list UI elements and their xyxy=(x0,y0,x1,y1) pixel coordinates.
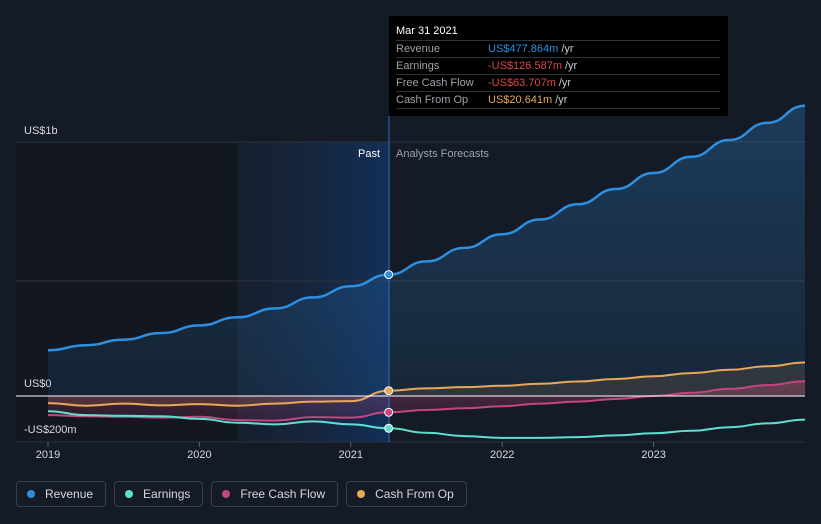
legend-dot-cash-from-op xyxy=(357,490,366,498)
tooltip-fcf-label: Free Cash Flow xyxy=(396,77,474,89)
legend-item-revenue[interactable]: Revenue xyxy=(16,481,107,507)
legend-dot-revenue xyxy=(27,490,35,498)
tooltip-row-earnings: Earnings -US$126.587m /yr xyxy=(396,57,720,74)
markers-layer xyxy=(384,270,394,433)
tooltip-fcf-value: -US$63.707m xyxy=(488,77,556,89)
tooltip-revenue-unit: /yr xyxy=(561,43,574,55)
legend-label-earnings: Earnings xyxy=(143,487,191,501)
tooltip-row-fcf: Free Cash Flow -US$63.707m /yr xyxy=(396,74,720,91)
x-tick-label-2021: 2021 xyxy=(339,449,363,461)
tooltip-revenue-value: US$477.864m xyxy=(488,43,559,55)
tooltip-revenue-label: Revenue xyxy=(396,43,441,55)
line-cash-from-op xyxy=(47,361,806,407)
tooltip-row-cfo: Cash From Op US$20.641m /yr xyxy=(396,91,720,109)
marker-free-cash-flow[interactable] xyxy=(384,407,394,417)
x-tick-label-2020: 2020 xyxy=(187,449,211,461)
legend-item-free-cash-flow[interactable]: Free Cash Flow xyxy=(211,481,339,507)
tooltip-cfo-label: Cash From Op xyxy=(396,94,469,106)
x-tick-label-2023: 2023 xyxy=(641,449,665,461)
line-revenue xyxy=(47,104,806,352)
tooltip-earnings-value: -US$126.587m xyxy=(488,60,562,72)
legend-label-free-cash-flow: Free Cash Flow xyxy=(240,487,326,501)
tooltip: Mar 31 2021 Revenue US$477.864m /yr Earn… xyxy=(389,16,728,116)
tooltip-row-revenue: Revenue US$477.864m /yr xyxy=(396,40,720,57)
x-axis: 2019 2020 2021 2022 2023 xyxy=(36,442,666,461)
marker-revenue[interactable] xyxy=(384,270,394,280)
tooltip-earnings-unit: /yr xyxy=(565,60,578,72)
y-tick-label-1b: US$1b xyxy=(24,125,58,137)
y-tick-label-0: US$0 xyxy=(24,378,52,390)
legend-item-earnings[interactable]: Earnings xyxy=(114,481,204,507)
legend-label-revenue: Revenue xyxy=(45,487,94,501)
area-revenue xyxy=(48,105,805,396)
forecast-label: Analysts Forecasts xyxy=(396,148,489,160)
legend-dot-earnings xyxy=(125,490,134,498)
legend: Revenue Earnings Free Cash Flow Cash Fro… xyxy=(16,481,467,507)
line-earnings xyxy=(47,410,806,439)
marker-cash-from-op[interactable] xyxy=(384,386,394,396)
tooltip-date: Mar 31 2021 xyxy=(396,25,458,37)
marker-earnings[interactable] xyxy=(384,423,394,433)
area-cash-from-op xyxy=(48,362,805,406)
tooltip-cfo-value: US$20.641m xyxy=(488,94,553,106)
series-layer xyxy=(47,104,806,439)
tooltip-earnings-label: Earnings xyxy=(396,60,440,72)
tooltip-cfo-unit: /yr xyxy=(555,94,568,106)
past-label: Past xyxy=(358,148,380,160)
area-free-cash-flow xyxy=(48,381,805,421)
tooltip-fcf-unit: /yr xyxy=(558,77,572,89)
legend-label-cash-from-op: Cash From Op xyxy=(375,487,454,501)
x-tick-label-2019: 2019 xyxy=(36,449,60,461)
x-tick-label-2022: 2022 xyxy=(490,449,514,461)
y-tick-label-neg200m: -US$200m xyxy=(24,424,77,436)
legend-item-cash-from-op[interactable]: Cash From Op xyxy=(346,481,467,507)
legend-dot-free-cash-flow xyxy=(222,490,231,498)
